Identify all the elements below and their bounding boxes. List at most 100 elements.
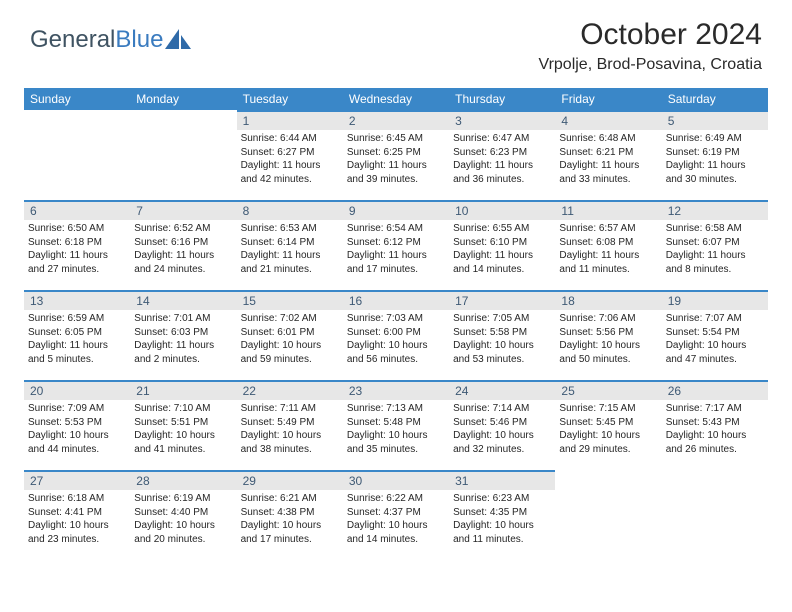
weekday-header: Sunday xyxy=(24,88,130,110)
weekday-header: Thursday xyxy=(449,88,555,110)
calendar-cell: 13Sunrise: 6:59 AMSunset: 6:05 PMDayligh… xyxy=(24,290,130,380)
day-number: 27 xyxy=(24,470,130,490)
day-line: Daylight: 10 hours xyxy=(28,429,126,443)
day-line: Sunset: 5:56 PM xyxy=(559,326,657,340)
day-number: 30 xyxy=(343,470,449,490)
day-line: Sunrise: 6:19 AM xyxy=(134,492,232,506)
calendar-cell: 14Sunrise: 7:01 AMSunset: 6:03 PMDayligh… xyxy=(130,290,236,380)
day-line: and 59 minutes. xyxy=(241,353,339,367)
day-line: Daylight: 11 hours xyxy=(134,249,232,263)
day-line: Sunset: 4:35 PM xyxy=(453,506,551,520)
day-body: Sunrise: 6:58 AMSunset: 6:07 PMDaylight:… xyxy=(662,220,768,280)
day-line: Daylight: 11 hours xyxy=(559,249,657,263)
day-line: Sunrise: 7:11 AM xyxy=(241,402,339,416)
calendar-table: SundayMondayTuesdayWednesdayThursdayFrid… xyxy=(24,88,768,560)
calendar-cell: 22Sunrise: 7:11 AMSunset: 5:49 PMDayligh… xyxy=(237,380,343,470)
day-line: and 8 minutes. xyxy=(666,263,764,277)
calendar-cell: 28Sunrise: 6:19 AMSunset: 4:40 PMDayligh… xyxy=(130,470,236,560)
day-line: Sunrise: 7:17 AM xyxy=(666,402,764,416)
day-line: and 33 minutes. xyxy=(559,173,657,187)
brand-part1: General xyxy=(30,26,115,54)
day-line: Sunrise: 6:57 AM xyxy=(559,222,657,236)
day-line: and 50 minutes. xyxy=(559,353,657,367)
day-number: 21 xyxy=(130,380,236,400)
day-line: Sunrise: 6:47 AM xyxy=(453,132,551,146)
day-number: 9 xyxy=(343,200,449,220)
day-line: Sunset: 4:41 PM xyxy=(28,506,126,520)
calendar-cell: 2Sunrise: 6:45 AMSunset: 6:25 PMDaylight… xyxy=(343,110,449,200)
day-number: 3 xyxy=(449,110,555,130)
day-line: Sunset: 6:21 PM xyxy=(559,146,657,160)
day-number: 20 xyxy=(24,380,130,400)
day-line: Sunrise: 6:48 AM xyxy=(559,132,657,146)
day-line: Sunrise: 7:06 AM xyxy=(559,312,657,326)
day-number: 7 xyxy=(130,200,236,220)
day-number: 19 xyxy=(662,290,768,310)
day-body: Sunrise: 6:48 AMSunset: 6:21 PMDaylight:… xyxy=(555,130,661,190)
day-line: Daylight: 11 hours xyxy=(28,249,126,263)
calendar-cell: 7Sunrise: 6:52 AMSunset: 6:16 PMDaylight… xyxy=(130,200,236,290)
day-number: 25 xyxy=(555,380,661,400)
day-line: Sunset: 5:48 PM xyxy=(347,416,445,430)
day-number: 6 xyxy=(24,200,130,220)
day-body: Sunrise: 7:03 AMSunset: 6:00 PMDaylight:… xyxy=(343,310,449,370)
day-line: Sunrise: 7:09 AM xyxy=(28,402,126,416)
calendar-cell: 12Sunrise: 6:58 AMSunset: 6:07 PMDayligh… xyxy=(662,200,768,290)
day-line: Daylight: 11 hours xyxy=(666,159,764,173)
day-body: Sunrise: 6:55 AMSunset: 6:10 PMDaylight:… xyxy=(449,220,555,280)
day-line: Daylight: 11 hours xyxy=(241,159,339,173)
day-line: Sunrise: 6:52 AM xyxy=(134,222,232,236)
day-body: Sunrise: 7:13 AMSunset: 5:48 PMDaylight:… xyxy=(343,400,449,460)
day-line: Sunset: 6:23 PM xyxy=(453,146,551,160)
calendar-cell: 31Sunrise: 6:23 AMSunset: 4:35 PMDayligh… xyxy=(449,470,555,560)
day-number: 26 xyxy=(662,380,768,400)
day-line: Sunrise: 6:50 AM xyxy=(28,222,126,236)
day-line: Sunset: 5:51 PM xyxy=(134,416,232,430)
day-line: Sunrise: 7:05 AM xyxy=(453,312,551,326)
calendar-cell: 29Sunrise: 6:21 AMSunset: 4:38 PMDayligh… xyxy=(237,470,343,560)
day-line: Daylight: 11 hours xyxy=(347,249,445,263)
day-number: 23 xyxy=(343,380,449,400)
day-number: 22 xyxy=(237,380,343,400)
day-line: Sunset: 6:10 PM xyxy=(453,236,551,250)
day-line: Sunset: 6:25 PM xyxy=(347,146,445,160)
day-body: Sunrise: 6:21 AMSunset: 4:38 PMDaylight:… xyxy=(237,490,343,550)
day-body: Sunrise: 6:44 AMSunset: 6:27 PMDaylight:… xyxy=(237,130,343,190)
day-number: 31 xyxy=(449,470,555,490)
calendar-cell: 3Sunrise: 6:47 AMSunset: 6:23 PMDaylight… xyxy=(449,110,555,200)
day-line: Sunset: 6:03 PM xyxy=(134,326,232,340)
calendar-cell: 1Sunrise: 6:44 AMSunset: 6:27 PMDaylight… xyxy=(237,110,343,200)
day-line: Sunrise: 6:55 AM xyxy=(453,222,551,236)
day-line: Daylight: 11 hours xyxy=(347,159,445,173)
day-line: Sunset: 6:01 PM xyxy=(241,326,339,340)
day-line: Sunset: 6:07 PM xyxy=(666,236,764,250)
day-line: and 32 minutes. xyxy=(453,443,551,457)
day-number: 28 xyxy=(130,470,236,490)
day-line: Sunrise: 6:21 AM xyxy=(241,492,339,506)
day-number: 4 xyxy=(555,110,661,130)
day-line: Sunset: 6:27 PM xyxy=(241,146,339,160)
day-number: 1 xyxy=(237,110,343,130)
calendar-week-row: 6Sunrise: 6:50 AMSunset: 6:18 PMDaylight… xyxy=(24,200,768,290)
day-line: and 26 minutes. xyxy=(666,443,764,457)
day-number: 14 xyxy=(130,290,236,310)
day-line: Sunrise: 7:13 AM xyxy=(347,402,445,416)
calendar-cell: 21Sunrise: 7:10 AMSunset: 5:51 PMDayligh… xyxy=(130,380,236,470)
day-line: Sunset: 4:38 PM xyxy=(241,506,339,520)
calendar-cell xyxy=(130,110,236,200)
day-line: and 17 minutes. xyxy=(347,263,445,277)
day-body: Sunrise: 6:54 AMSunset: 6:12 PMDaylight:… xyxy=(343,220,449,280)
day-line: and 36 minutes. xyxy=(453,173,551,187)
day-line: and 5 minutes. xyxy=(28,353,126,367)
calendar-cell: 19Sunrise: 7:07 AMSunset: 5:54 PMDayligh… xyxy=(662,290,768,380)
day-line: and 27 minutes. xyxy=(28,263,126,277)
day-line: Sunrise: 7:01 AM xyxy=(134,312,232,326)
day-line: and 21 minutes. xyxy=(241,263,339,277)
day-line: Sunset: 5:43 PM xyxy=(666,416,764,430)
day-line: Sunset: 5:49 PM xyxy=(241,416,339,430)
calendar-cell: 17Sunrise: 7:05 AMSunset: 5:58 PMDayligh… xyxy=(449,290,555,380)
day-body: Sunrise: 7:01 AMSunset: 6:03 PMDaylight:… xyxy=(130,310,236,370)
calendar-cell: 9Sunrise: 6:54 AMSunset: 6:12 PMDaylight… xyxy=(343,200,449,290)
day-body: Sunrise: 6:18 AMSunset: 4:41 PMDaylight:… xyxy=(24,490,130,550)
calendar-cell xyxy=(662,470,768,560)
